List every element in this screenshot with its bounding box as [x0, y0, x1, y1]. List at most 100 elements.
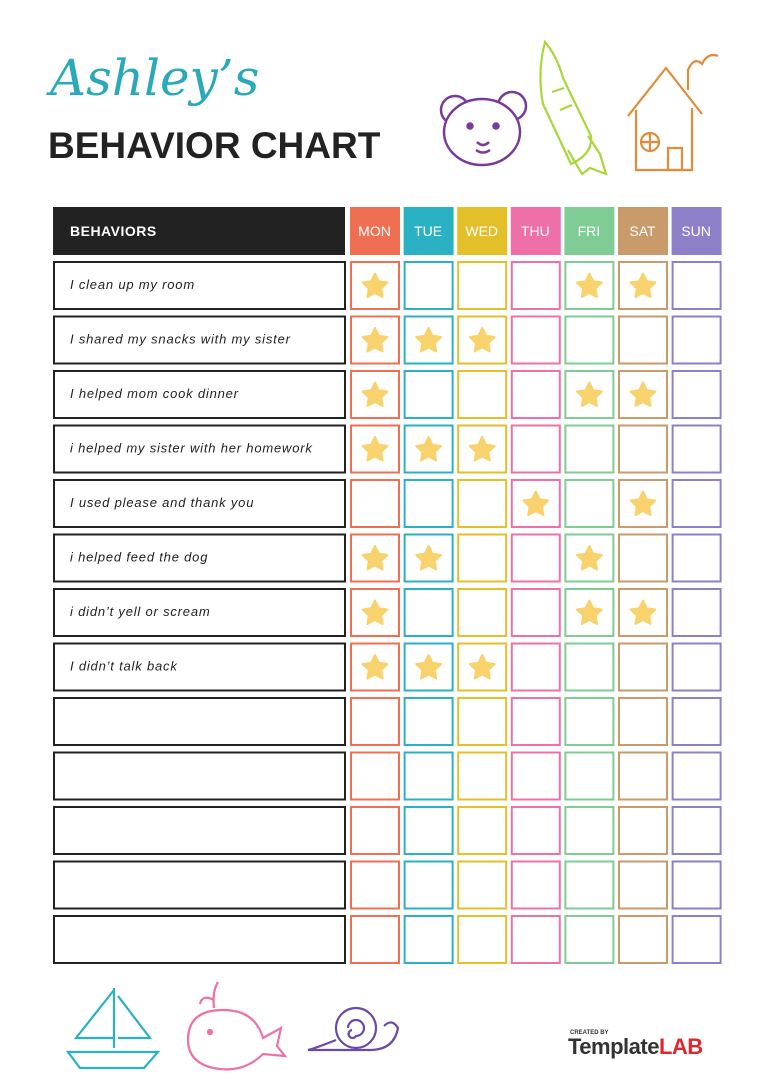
day-cell — [564, 315, 615, 365]
day-header-cell — [564, 207, 615, 255]
day-header: SAT — [629, 223, 656, 239]
child-name: Ashley’s — [46, 49, 259, 107]
behavior-text: i didn’t yell or scream — [70, 604, 211, 619]
day-header-cell — [457, 207, 508, 255]
star — [522, 490, 550, 516]
day-cell — [457, 370, 508, 419]
day-header: MON — [358, 223, 391, 239]
behavior-cell — [53, 588, 346, 637]
day-cell — [510, 915, 561, 964]
day-cell — [403, 588, 454, 637]
day-cell — [403, 642, 454, 692]
logo-caption: CREATED BY — [570, 1030, 609, 1036]
behaviors-header-cell — [53, 207, 345, 255]
logo-accent: LAB — [659, 1034, 703, 1059]
day-cell — [403, 479, 454, 528]
day-cell — [510, 370, 561, 419]
day-cell — [618, 533, 668, 583]
day-cell — [403, 261, 454, 310]
day-cell — [671, 588, 722, 637]
behavior-cell — [53, 915, 346, 964]
day-cell — [457, 642, 508, 692]
bear-doodle — [439, 90, 528, 167]
day-cell — [350, 588, 400, 637]
day-cell — [510, 315, 561, 365]
day-cell — [350, 479, 400, 528]
day-cell — [457, 479, 508, 528]
day-cell — [403, 424, 454, 474]
day-cell — [671, 479, 722, 528]
day-cell — [618, 860, 668, 910]
day-cell — [403, 533, 454, 583]
day-cell — [403, 370, 454, 419]
behaviors-header: BEHAVIORS — [70, 223, 157, 239]
day-cell — [671, 806, 722, 855]
day-header-cell — [671, 207, 722, 255]
day-cell — [564, 751, 615, 801]
day-cell — [671, 370, 722, 419]
day-header: FRI — [578, 223, 601, 239]
behavior-cell — [53, 261, 346, 310]
day-cell — [403, 697, 454, 746]
day-cell — [564, 370, 615, 419]
behavior-text: I used please and thank you — [70, 495, 254, 510]
star — [468, 654, 496, 680]
day-cell — [564, 915, 615, 964]
star — [576, 272, 603, 298]
star — [415, 436, 442, 462]
day-cell — [510, 806, 561, 855]
day-cell — [564, 697, 615, 746]
day-header: THU — [521, 223, 550, 239]
day-cell — [350, 751, 400, 801]
day-cell — [618, 370, 668, 419]
day-header: SUN — [681, 223, 711, 239]
day-cell — [457, 261, 508, 310]
day-cell — [350, 697, 400, 746]
behavior-text: i helped my sister with her homework — [70, 441, 313, 456]
day-cell — [457, 588, 508, 637]
day-cell — [564, 860, 615, 910]
day-cell — [403, 315, 454, 365]
behavior-cell — [53, 751, 346, 801]
whale-doodle — [186, 981, 288, 1071]
day-cell — [350, 806, 400, 855]
day-cell — [510, 642, 561, 692]
snail-doodle — [307, 1006, 400, 1052]
day-cell — [510, 479, 561, 528]
day-cell — [457, 533, 508, 583]
star — [361, 381, 389, 407]
day-cell — [671, 915, 722, 964]
day-cell — [350, 860, 400, 910]
logo-brand: Template — [568, 1034, 659, 1059]
star — [361, 272, 389, 298]
day-cell — [671, 697, 722, 746]
star — [361, 654, 389, 680]
day-cell — [510, 533, 561, 583]
day-header-cell — [510, 207, 561, 255]
day-cell — [618, 806, 668, 855]
day-cell — [403, 860, 454, 910]
day-cell — [671, 315, 722, 365]
day-cell — [618, 915, 668, 964]
day-cell — [457, 915, 508, 964]
day-cell — [564, 588, 615, 637]
behavior-cell — [53, 479, 346, 528]
star — [415, 327, 442, 353]
behavior-text: I clean up my room — [70, 277, 195, 292]
star — [415, 654, 442, 680]
house-doodle — [627, 53, 719, 172]
day-cell — [457, 315, 508, 365]
star — [629, 381, 657, 407]
day-cell — [457, 860, 508, 910]
rocket-doodle — [539, 39, 608, 176]
day-cell — [671, 424, 722, 474]
day-cell — [671, 261, 722, 310]
day-cell — [350, 261, 400, 310]
day-cell — [564, 533, 615, 583]
day-cell — [671, 751, 722, 801]
day-cell — [510, 860, 561, 910]
day-cell — [618, 588, 668, 637]
day-cell — [457, 751, 508, 801]
behavior-cell — [53, 642, 346, 692]
